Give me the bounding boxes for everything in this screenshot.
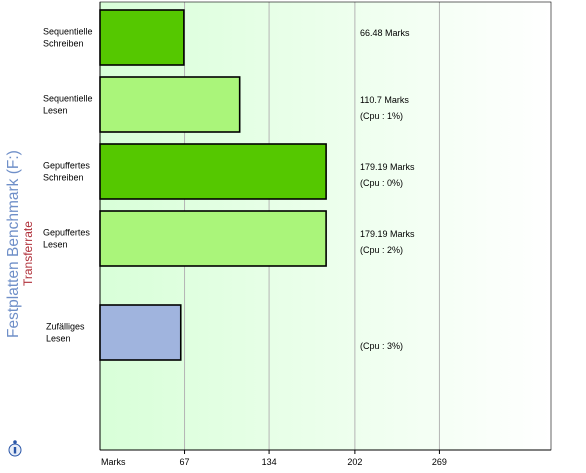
cpu-label: (Cpu : 1%) bbox=[360, 111, 403, 121]
side-subtitle: Transferrate bbox=[21, 221, 35, 286]
bar bbox=[99, 210, 327, 267]
cpu-label: (Cpu : 2%) bbox=[360, 245, 403, 255]
category-label: Schreiben bbox=[43, 39, 84, 49]
category-label: Sequentielle bbox=[43, 27, 93, 37]
category-label: Sequentielle bbox=[43, 94, 93, 104]
value-label: 66.48 Marks bbox=[360, 28, 410, 38]
plot-frame bbox=[99, 1, 552, 451]
x-tick-label: 67 bbox=[180, 457, 190, 467]
bar bbox=[99, 9, 185, 66]
side-title: Festplatten Benchmark (F:) bbox=[5, 150, 22, 338]
chart-title: Festplatten Benchmark (F:) bbox=[5, 150, 22, 338]
category-label: Gepuffertes bbox=[43, 228, 90, 238]
bar bbox=[99, 76, 241, 133]
bar bbox=[99, 143, 327, 200]
cpu-label: (Cpu : 0%) bbox=[360, 178, 403, 188]
category-label: Lesen bbox=[43, 240, 68, 250]
category-label: Lesen bbox=[43, 106, 68, 116]
category-label: Lesen bbox=[46, 334, 71, 344]
chart-subtitle: Transferrate bbox=[21, 221, 35, 286]
x-tick-label: 202 bbox=[347, 457, 362, 467]
x-tick-label: 269 bbox=[432, 457, 447, 467]
value-label: 110.7 Marks bbox=[360, 95, 409, 105]
category-label: Gepuffertes bbox=[43, 161, 90, 171]
value-label: 179.19 Marks bbox=[360, 162, 415, 172]
x-tick-label: 134 bbox=[262, 457, 277, 467]
info-icon[interactable] bbox=[7, 439, 23, 457]
cpu-label: (Cpu : 3%) bbox=[360, 341, 403, 351]
value-label: 179.19 Marks bbox=[360, 229, 415, 239]
category-label: Zufälliges bbox=[46, 322, 85, 332]
category-label: Schreiben bbox=[43, 173, 84, 183]
bar bbox=[99, 304, 182, 361]
x-axis-label: Marks bbox=[101, 457, 126, 467]
